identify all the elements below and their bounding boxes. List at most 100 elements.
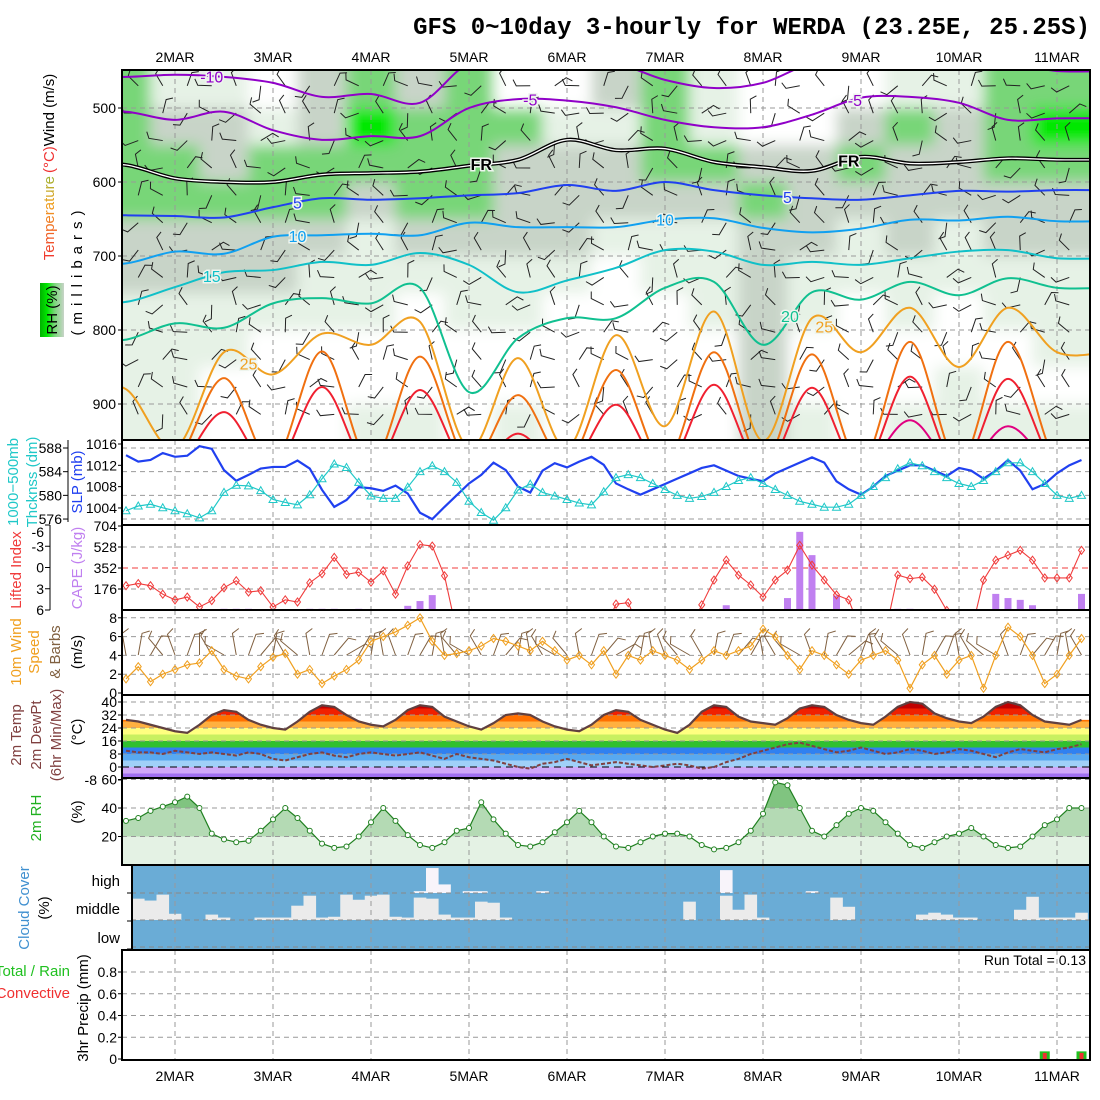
rh2m-marker: [564, 819, 570, 826]
upper-wind-barb: [492, 154, 506, 169]
tick-label: 600: [93, 174, 117, 190]
precip-total-label: Total / Rain: [0, 963, 70, 980]
upper-wind-barb: [447, 123, 458, 141]
wind-speed-line: [125, 616, 1082, 691]
thickness-marker: [807, 499, 817, 508]
upper-wind-barb: [1035, 123, 1046, 141]
rh2m-marker: [894, 830, 901, 837]
tick-label: -6: [32, 524, 45, 540]
rh-cell: [493, 404, 543, 440]
upper-wind-barb: [463, 408, 482, 416]
panel-frame: [121, 949, 1091, 1061]
lifted-index-marker: [930, 584, 939, 595]
thickness-marker: [611, 472, 621, 482]
tick-label: 584: [39, 464, 63, 480]
wind-barb: [370, 630, 383, 656]
rh2m-marker: [796, 805, 803, 811]
rh-cell: [787, 108, 837, 145]
thickness-marker: [133, 501, 144, 510]
tick-label: 352: [94, 560, 118, 576]
contour-label: 5: [783, 190, 792, 207]
upper-wind-barb: [660, 214, 678, 224]
rh-cell: [787, 70, 837, 108]
tick-label: 176: [94, 581, 118, 597]
lifted-index-marker: [183, 592, 191, 602]
upper-wind-barb: [622, 395, 629, 415]
upper-wind-barb: [349, 222, 360, 239]
rh2m-marker: [490, 816, 497, 823]
rh-cell: [395, 182, 445, 219]
upper-wind-barb: [958, 181, 972, 196]
top-date-label: 8MAR: [744, 49, 783, 65]
temperature-contour: [122, 70, 1090, 105]
panel-frame: [121, 439, 1091, 526]
wind-barb: [431, 630, 444, 656]
upper-wind-barb: [444, 180, 458, 196]
upper-wind-barb: [358, 374, 373, 388]
temperature-contour: [196, 375, 1042, 440]
thickness-marker: [353, 477, 364, 486]
upper-wind-barb: [469, 167, 482, 183]
upper-wind-barb: [615, 346, 629, 361]
thickness-marker: [831, 502, 842, 511]
thickness-marker: [292, 499, 303, 509]
rh-cell: [885, 182, 935, 219]
upper-wind-barb: [760, 222, 776, 235]
upper-wind-barb: [933, 73, 947, 87]
lifted-index-marker: [404, 561, 412, 571]
temperature-band: [122, 715, 1090, 722]
upper-wind-barb: [389, 189, 408, 197]
rh-cell: [591, 367, 641, 404]
rh2m-marker: [147, 807, 154, 814]
rh-cell: [787, 182, 837, 219]
rh2m-marker: [392, 817, 399, 824]
cloud-cover-label: Cloud Cover: [16, 866, 33, 949]
middle-cloud-gap: [450, 917, 464, 920]
upper-wind-barb: [307, 122, 315, 141]
lifted-index-marker: [232, 575, 240, 586]
upper-wind-barb: [132, 395, 139, 415]
upper-wind-barb: [169, 324, 188, 333]
upper-wind-barb: [560, 109, 580, 116]
upper-wind-barb: [781, 82, 800, 89]
upper-wind-barb: [493, 359, 507, 374]
upper-wind-barb: [903, 411, 923, 418]
wind-barb: [656, 628, 666, 656]
upper-wind-barb: [480, 123, 489, 141]
wind-speed-marker: [416, 612, 424, 623]
rh2m-marker: [551, 829, 558, 836]
wind-speed-marker: [195, 658, 204, 668]
upper-wind-barb: [211, 123, 220, 141]
upper-wind-barb: [952, 137, 972, 144]
wind-speed-marker: [930, 650, 939, 661]
thickness-marker: [868, 481, 879, 490]
lifted-index-marker: [894, 570, 902, 580]
upper-wind-barb: [758, 378, 776, 388]
thickness-marker: [1076, 490, 1087, 499]
wind-speed-marker: [342, 664, 351, 675]
precip-axis-label: 3hr Precip (mm): [75, 954, 92, 1062]
thickness-marker: [378, 493, 389, 502]
upper-wind-barb: [1010, 277, 1021, 294]
tick-label: -8: [85, 772, 98, 788]
upper-wind-barb: [595, 204, 605, 223]
wind-speed-marker: [293, 669, 302, 680]
rh2m-marker: [968, 824, 975, 831]
rh2m-band: [122, 836, 1090, 865]
wind-speed-marker: [122, 674, 130, 684]
rh-cell: [591, 70, 641, 108]
upper-wind-barb: [1026, 83, 1045, 90]
upper-wind-barb: [219, 242, 237, 251]
upper-wind-barb: [529, 371, 541, 388]
upper-wind-barb: [122, 222, 139, 233]
thickness-marker: [157, 502, 168, 512]
wind-barb: [976, 635, 996, 656]
thickness-marker: [856, 490, 866, 499]
upper-wind-barb: [590, 291, 604, 306]
temperature-band: [122, 702, 1090, 709]
wind-speed-marker: [428, 636, 436, 647]
upper-wind-barb: [660, 103, 678, 114]
middle-cloud-gap: [487, 902, 500, 920]
upper-wind-barb: [235, 315, 246, 333]
wind-speed-marker: [636, 655, 645, 665]
